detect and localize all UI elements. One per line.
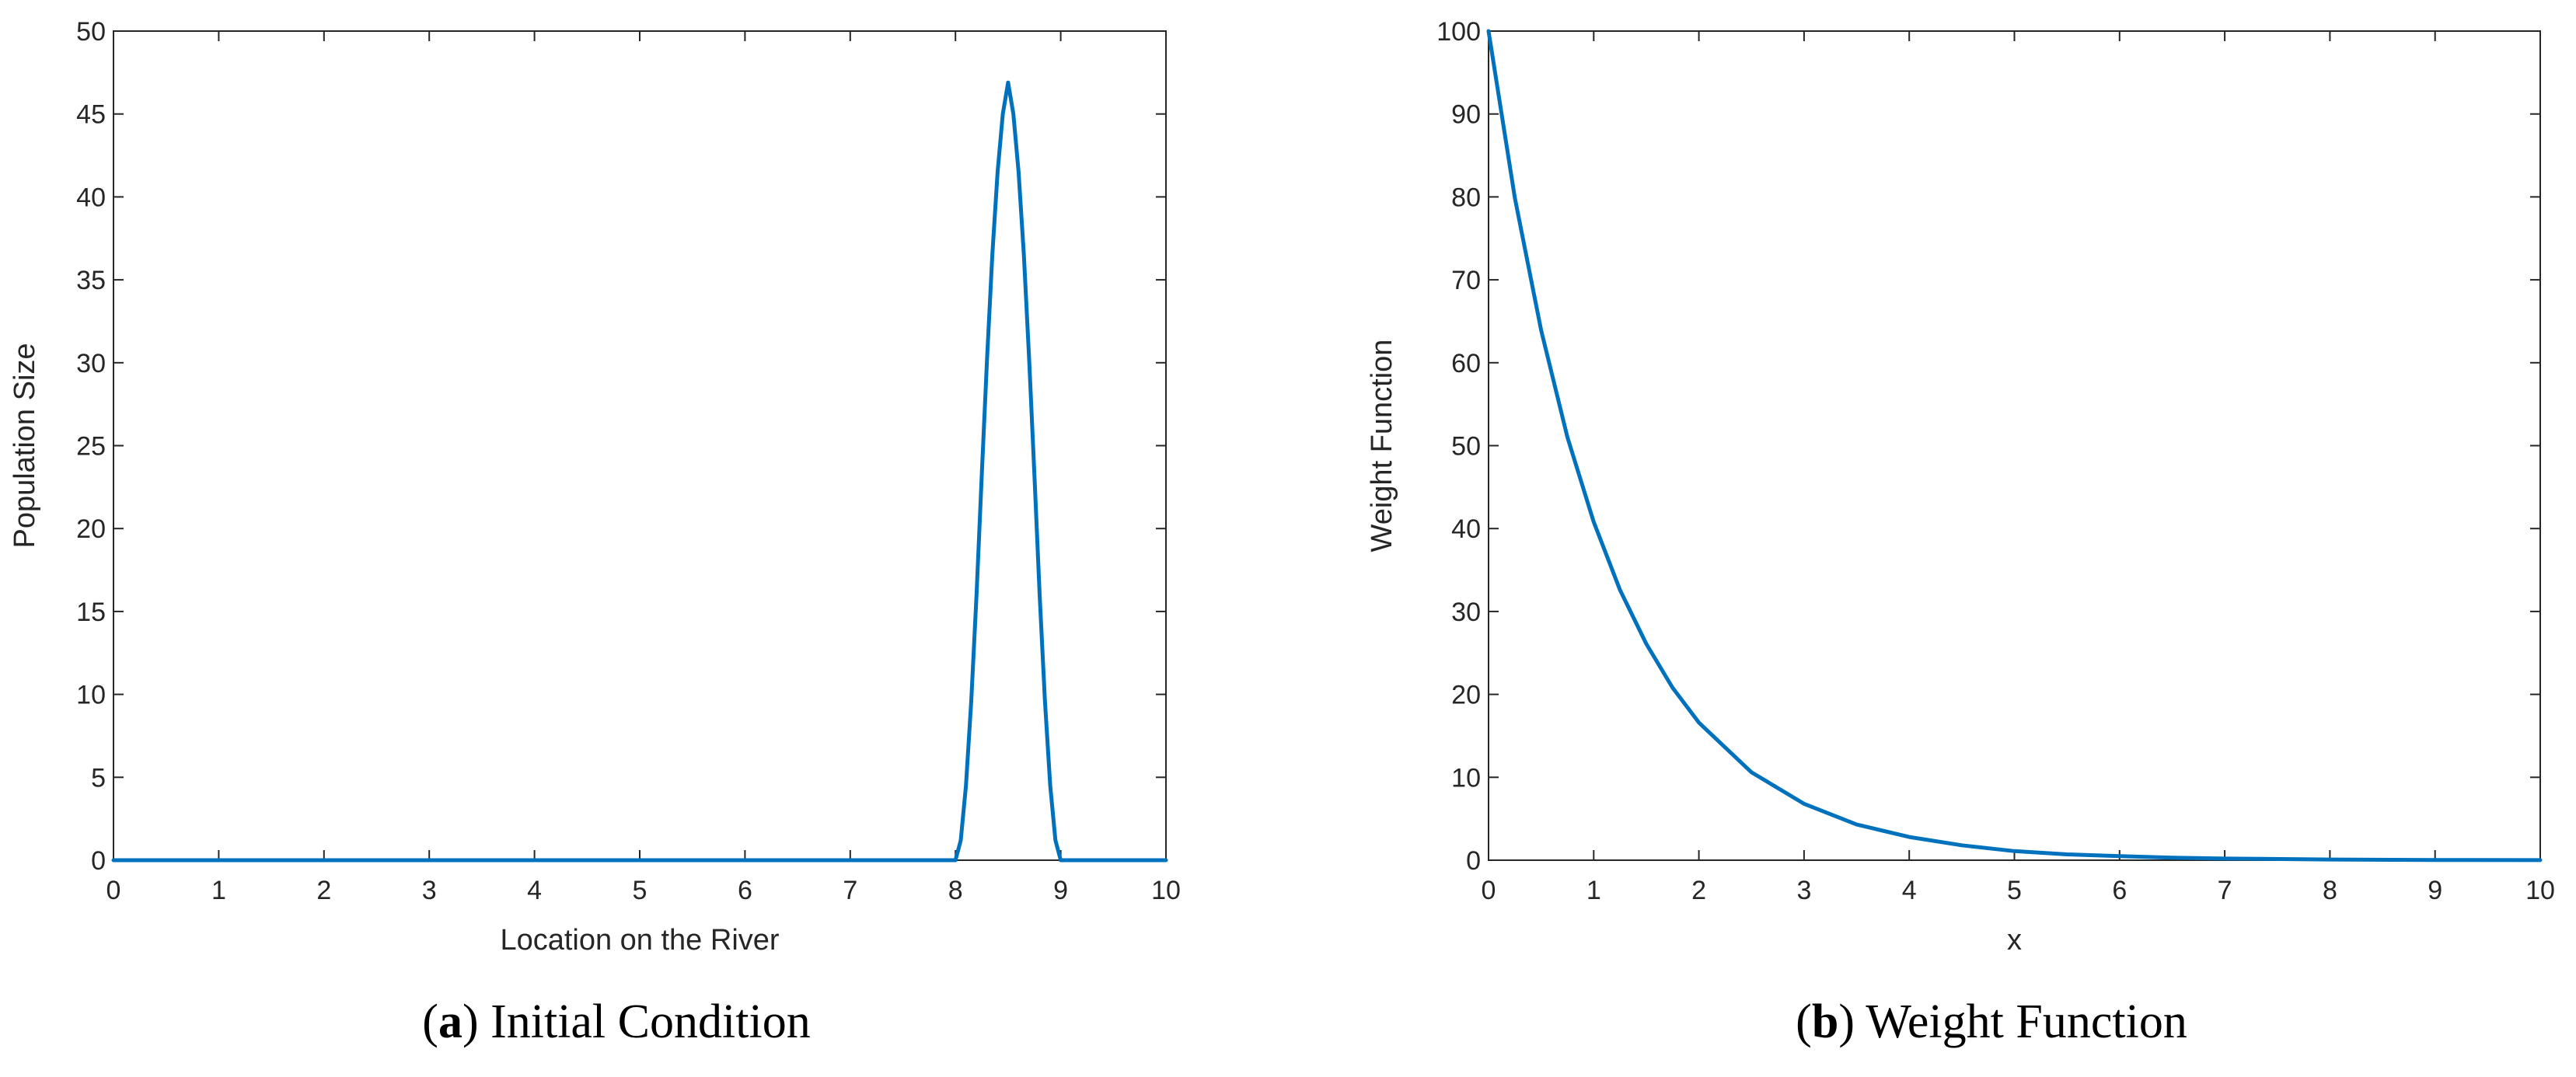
chart-b-axes-box bbox=[1488, 30, 2541, 861]
chart-a-ytick-label-7: 35 bbox=[76, 266, 106, 295]
chart-b-caption: (b) Weight Function bbox=[1796, 995, 2187, 1048]
chart-b-xtick-label-7: 7 bbox=[2218, 876, 2232, 905]
chart-b-ytick-label-0: 0 bbox=[1466, 846, 1481, 876]
chart-b-xtick-label-1: 1 bbox=[1586, 876, 1601, 905]
chart-a-ytick-label-10: 50 bbox=[76, 17, 106, 47]
chart-b-xtick-label-9: 9 bbox=[2428, 876, 2442, 905]
chart-b-xtick-label-10: 10 bbox=[2525, 876, 2555, 905]
chart-b-caption-text: Weight Function bbox=[1866, 995, 2187, 1048]
chart-b-xlabel: x bbox=[2007, 924, 2022, 957]
chart-b-caption-label: b bbox=[1812, 995, 1838, 1048]
chart-a-xtick-label-5: 5 bbox=[633, 876, 647, 905]
chart-a-ytick-label-1: 5 bbox=[91, 763, 106, 793]
chart-a-ytick-label-0: 0 bbox=[91, 846, 106, 876]
chart-b-ytick-label-6: 60 bbox=[1451, 349, 1481, 378]
panel-b: 0 1 2 3 4 5 6 7 8 9 100102030405060708090100xWeigh… bbox=[1366, 17, 2555, 1048]
chart-a-series-line-0 bbox=[111, 80, 1168, 863]
chart-b-ytick-label-8: 80 bbox=[1451, 183, 1481, 212]
chart-b-ytick-label-7: 70 bbox=[1451, 266, 1481, 295]
chart-b-ytick-label-4: 40 bbox=[1451, 514, 1481, 544]
chart-a-axes-box bbox=[113, 30, 1167, 861]
chart-b-xtick-label-8: 8 bbox=[2323, 876, 2337, 905]
chart-a-xtick-label-7: 7 bbox=[843, 876, 857, 905]
chart-a-ytick-label-6: 30 bbox=[76, 349, 106, 378]
chart-a-ytick-label-8: 40 bbox=[76, 183, 106, 212]
chart-a-xtick-label-6: 6 bbox=[738, 876, 752, 905]
chart-b-xtick-label-2: 2 bbox=[1691, 876, 1706, 905]
chart-a-xtick-label-0: 0 bbox=[106, 876, 121, 905]
chart-b-ytick-label-10: 100 bbox=[1436, 17, 1481, 47]
chart-a-xtick-label-3: 3 bbox=[422, 876, 437, 905]
panel-a: 0 1 2 3 4 5 6 7 8 9 1005101520253035404550Location… bbox=[9, 17, 1181, 1048]
chart-a-xtick-label-2: 2 bbox=[316, 876, 331, 905]
chart-a-xtick-label-1: 1 bbox=[211, 876, 226, 905]
chart-a-xtick-label-4: 4 bbox=[527, 876, 542, 905]
chart-a-ytick-label-5: 25 bbox=[76, 432, 106, 462]
chart-b-xtick-label-0: 0 bbox=[1482, 876, 1496, 905]
chart-a-xtick-label-8: 8 bbox=[948, 876, 963, 905]
chart-b-xtick-label-4: 4 bbox=[1902, 876, 1917, 905]
chart-a-ytick-label-9: 45 bbox=[76, 100, 106, 130]
chart-a-ytick-label-3: 15 bbox=[76, 598, 106, 627]
chart-a-caption-label: a bbox=[438, 995, 462, 1048]
chart-a-xlabel: Location on the River bbox=[500, 924, 779, 957]
chart-b-ytick-label-5: 50 bbox=[1451, 432, 1481, 462]
chart-b-xtick-label-5: 5 bbox=[2007, 876, 2022, 905]
chart-b-ylabel: Weight Function bbox=[1366, 340, 1398, 552]
chart-a-caption: (a) Initial Condition bbox=[422, 995, 810, 1048]
chart-b-ytick-label-2: 20 bbox=[1451, 681, 1481, 710]
chart-b-ytick-label-9: 90 bbox=[1451, 100, 1481, 130]
chart-a-ytick-label-4: 20 bbox=[76, 514, 106, 544]
chart-b-series-line-0 bbox=[1486, 29, 2543, 863]
chart-a-xtick-label-10: 10 bbox=[1151, 876, 1181, 905]
chart-a-ytick-label-2: 10 bbox=[76, 681, 106, 710]
chart-b-xtick-label-6: 6 bbox=[2112, 876, 2127, 905]
chart-b-ytick-label-1: 10 bbox=[1451, 763, 1481, 793]
chart-b-xtick-label-3: 3 bbox=[1796, 876, 1811, 905]
chart-a-caption-text: Initial Condition bbox=[490, 995, 811, 1048]
chart-a-xtick-label-9: 9 bbox=[1053, 876, 1068, 905]
chart-a-ylabel: Population Size bbox=[9, 343, 41, 548]
chart-b-ytick-label-3: 30 bbox=[1451, 598, 1481, 627]
